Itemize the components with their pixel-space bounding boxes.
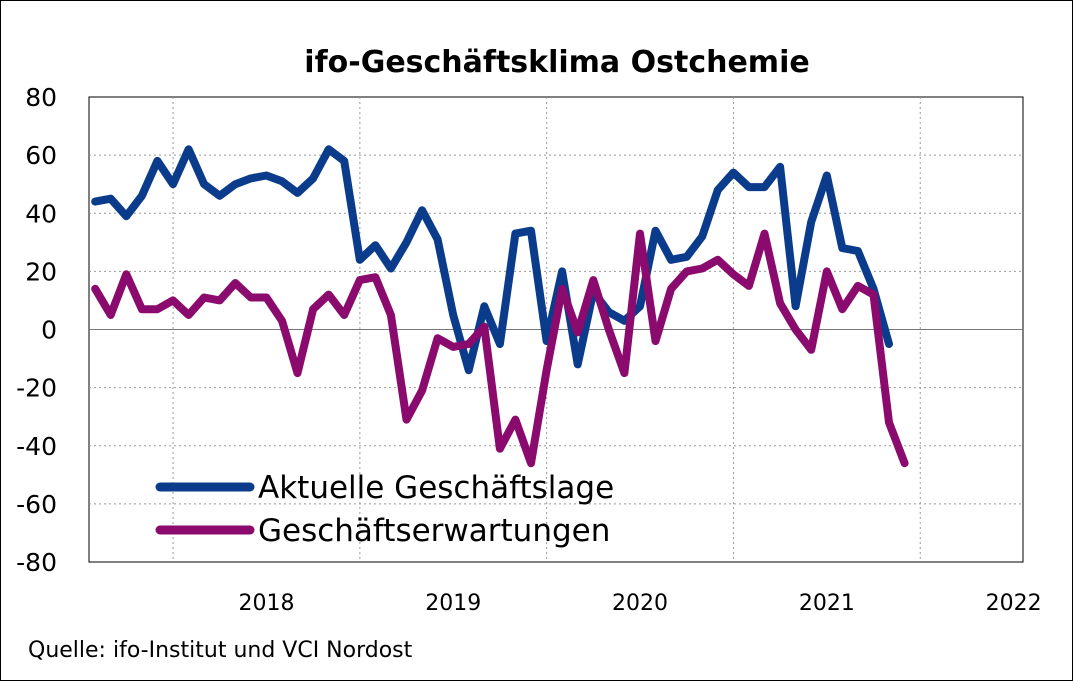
series-line-aktuelle-geschaeftslage [91, 145, 893, 375]
y-tick-label: 80 [25, 83, 57, 112]
series-line-geschaeftserwartungen [91, 229, 909, 468]
series-lines [91, 145, 909, 468]
y-tick-label: 20 [25, 257, 57, 286]
y-tick-label: 0 [41, 316, 57, 345]
x-tick-label: 2022 [986, 591, 1042, 616]
x-tick-label: 2020 [612, 591, 668, 616]
chart-title: ifo-Geschäftsklima Ostchemie [304, 45, 809, 80]
y-tick-label: 40 [25, 199, 57, 228]
y-tick-label: 60 [25, 141, 57, 170]
x-tick-label: 2021 [799, 591, 855, 616]
legend-label-geschaeftserwartungen: Geschäftserwartungen [258, 513, 610, 549]
y-tick-label: -20 [16, 374, 57, 403]
y-axis-ticks: 80 60 40 20 0 -20 -40 -60 -80 [16, 83, 57, 577]
x-tick-label: 2018 [238, 591, 294, 616]
y-tick-label: -80 [16, 548, 57, 577]
x-tick-label: 2019 [425, 591, 481, 616]
x-axis-ticks: 2018 2019 2020 2021 2022 [238, 591, 1041, 616]
legend: Aktuelle Geschäftslage Geschäftserwartun… [155, 470, 614, 549]
y-tick-label: -60 [16, 490, 57, 519]
legend-label-aktuelle-geschaeftslage: Aktuelle Geschäftslage [258, 470, 614, 506]
source-note: Quelle: ifo-Institut und VCI Nordost [28, 638, 413, 663]
y-tick-label: -40 [16, 432, 57, 461]
